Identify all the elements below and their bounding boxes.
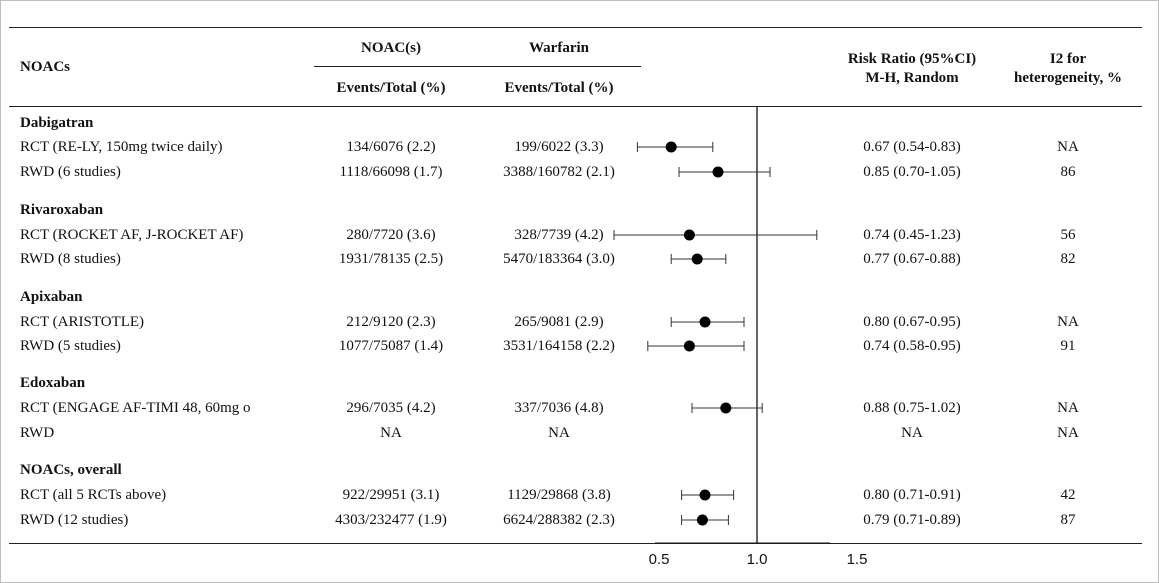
row-noac: NA (380, 425, 402, 441)
row-noac: 280/7720 (3.6) (346, 227, 436, 243)
point-estimate (699, 489, 711, 501)
header-noac-drugs: NOAC(s) (361, 40, 421, 56)
row-i2: NA (1057, 139, 1079, 155)
row-warfarin: 265/9081 (2.9) (514, 314, 604, 330)
row-i2: 91 (1060, 338, 1076, 354)
row-rr: 0.85 (0.70-1.05) (863, 164, 961, 180)
row-label: RCT (all 5 RCTs above) (20, 487, 167, 503)
point-estimate (691, 253, 703, 265)
row-warfarin: 3531/164158 (2.2) (503, 338, 615, 354)
group-edoxaban: Edoxaban (20, 375, 86, 391)
row-label: RCT (ENGAGE AF-TIMI 48, 60mg o (20, 400, 251, 416)
row-rr: 0.88 (0.75-1.02) (863, 400, 961, 416)
row-label: RWD (6 studies) (20, 164, 121, 180)
row-noac: 212/9120 (2.3) (346, 314, 436, 330)
row-rr: 0.80 (0.67-0.95) (863, 314, 961, 330)
top-rule (9, 27, 1142, 28)
row-warfarin: 337/7036 (4.8) (514, 400, 604, 416)
point-estimate (683, 229, 695, 241)
row-noac: 1077/75087 (1.4) (338, 338, 444, 354)
row-noac: 134/6076 (2.2) (346, 139, 436, 155)
row-label: RWD (12 studies) (20, 512, 129, 528)
header-subrule (314, 66, 641, 67)
row-label: RCT (ARISTOTLE) (20, 314, 145, 330)
row-label: RWD (5 studies) (20, 338, 121, 354)
group-rivaroxaban: Rivaroxaban (20, 202, 104, 218)
row-warfarin: 6624/288382 (2.3) (503, 512, 615, 528)
group-apixaban: Apixaban (20, 289, 83, 305)
row-rr: 0.74 (0.58-0.95) (863, 338, 961, 354)
row-rr: 0.80 (0.71-0.91) (863, 487, 961, 503)
row-warfarin: 5470/183364 (3.0) (503, 251, 615, 267)
row-warfarin: 328/7739 (4.2) (514, 227, 604, 243)
row-noac: 1931/78135 (2.5) (338, 251, 444, 267)
header-warfarin: Warfarin (529, 40, 589, 56)
header-events-warfarin: Events/Total (%) (504, 80, 614, 96)
row-noac: 296/7035 (4.2) (346, 400, 436, 416)
bottom-rule (9, 543, 1142, 544)
row-i2: NA (1057, 400, 1079, 416)
point-estimate (683, 340, 695, 352)
row-warfarin: NA (548, 425, 570, 441)
header-bottom-rule (9, 106, 1142, 107)
row-noac: 4303/232477 (1.9) (335, 512, 447, 528)
row-noac: 922/29951 (3.1) (342, 487, 440, 503)
row-i2: 82 (1060, 251, 1076, 267)
row-i2: 87 (1060, 512, 1076, 528)
row-warfarin: 3388/160782 (2.1) (503, 164, 615, 180)
header-risk-ratio: Risk Ratio (95%CI) (847, 51, 977, 67)
point-estimate (665, 141, 677, 153)
row-rr: 0.74 (0.45-1.23) (863, 227, 961, 243)
row-noac: 1118/66098 (1.7) (339, 164, 443, 180)
row-i2: 42 (1060, 487, 1076, 503)
header-method: M-H, Random (865, 70, 959, 86)
row-warfarin: 199/6022 (3.3) (514, 139, 604, 155)
row-rr: NA (901, 425, 923, 441)
row-i2: 86 (1060, 164, 1076, 180)
row-rr: 0.67 (0.54-0.83) (863, 139, 961, 155)
x-tick-label: 1.0 (746, 551, 768, 568)
group-dabigatran: Dabigatran (20, 115, 94, 131)
x-tick-label: 1.5 (846, 551, 868, 568)
header-events-noac: Events/Total (%) (336, 80, 446, 96)
header-noacs: NOACs (20, 59, 71, 75)
row-warfarin: 1129/29868 (3.8) (507, 487, 611, 503)
point-estimate (720, 402, 732, 414)
row-label: RWD (8 studies) (20, 251, 121, 267)
group-noacs-overall: NOACs, overall (20, 462, 122, 478)
header-i2: I2 for (1049, 51, 1087, 67)
header-heterogeneity: heterogeneity, % (1013, 70, 1123, 86)
row-label: RCT (ROCKET AF, J-ROCKET AF) (20, 227, 244, 243)
point-estimate (696, 514, 708, 526)
point-estimate (699, 316, 711, 328)
row-rr: 0.79 (0.71-0.89) (863, 512, 961, 528)
point-estimate (712, 166, 724, 178)
row-i2: NA (1057, 314, 1079, 330)
row-label: RWD (20, 425, 55, 441)
row-i2: 56 (1060, 227, 1076, 243)
row-rr: 0.77 (0.67-0.88) (863, 251, 961, 267)
row-label: RCT (RE-LY, 150mg twice daily) (20, 139, 223, 155)
row-i2: NA (1057, 425, 1079, 441)
x-tick-label: 0.5 (648, 551, 670, 568)
